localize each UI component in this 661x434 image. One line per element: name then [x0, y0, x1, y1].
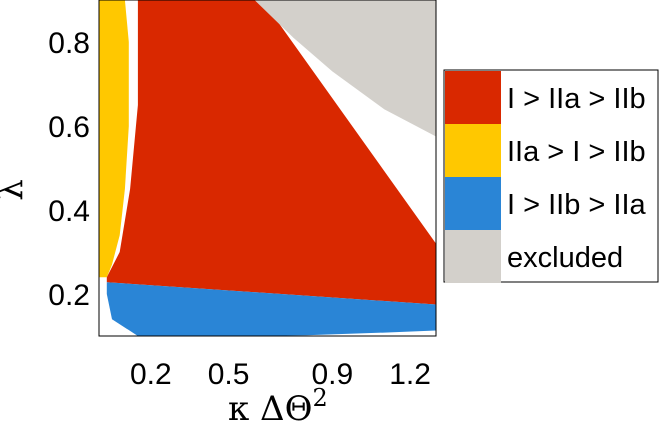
plot-frame	[98, 0, 437, 337]
x-tick-label: 1.2	[389, 358, 431, 391]
y-tick-label: 0.6	[48, 111, 90, 144]
region-2	[106, 282, 437, 336]
legend-label: IIa > I > IIb	[507, 136, 646, 168]
y-tick-label: 0.2	[48, 279, 90, 312]
x-axis-label-superscript: 2	[313, 384, 328, 412]
y-tick-labels: 0.2 0.4 0.6 0.8	[48, 27, 90, 312]
legend-swatch	[445, 124, 501, 177]
region-3	[254, 0, 436, 137]
legend-label: I > IIa > IIb	[507, 83, 646, 115]
legend-swatch	[445, 230, 501, 283]
y-tick-label: 0.4	[48, 195, 90, 228]
x-axis-label-main: κ ΔΘ	[228, 389, 313, 429]
region-1	[99, 0, 129, 278]
legend: I > IIa > IIb IIa > I > IIb I > IIb > IIa e…	[443, 69, 659, 283]
y-axis-label: λ	[0, 179, 31, 201]
legend-swatch	[445, 177, 501, 230]
region-0	[106, 0, 437, 305]
plot-area	[99, 0, 437, 336]
x-tick-labels: 0.2 0.5 0.9 1.2	[130, 358, 431, 391]
y-tick-label: 0.8	[48, 27, 90, 60]
x-tick-label: 0.2	[130, 358, 172, 391]
legend-label: excluded	[507, 242, 623, 274]
legend-swatch	[445, 71, 501, 124]
legend-label: I > IIb > IIa	[507, 189, 647, 221]
x-tick-label: 0.5	[208, 358, 250, 391]
x-axis-label: κ ΔΘ2	[228, 384, 328, 429]
x-tick-label: 0.9	[311, 358, 353, 391]
